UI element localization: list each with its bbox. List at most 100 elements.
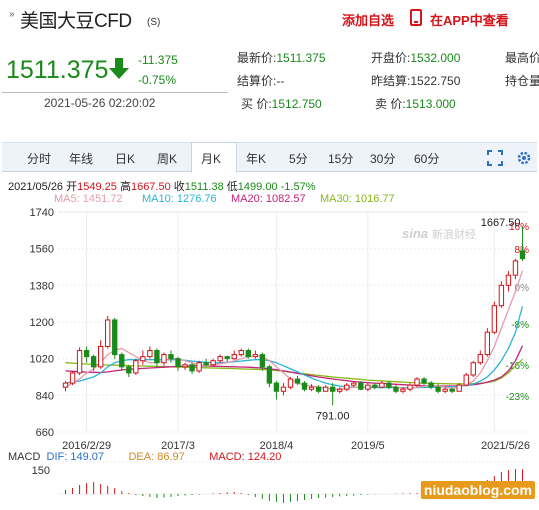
candle: [245, 350, 251, 358]
tab-monthly[interactable]: 月K: [201, 152, 222, 166]
period-tabs: 分时 年线 日K 周K 月K 年K 5分 15分 30分 60分: [2, 142, 537, 173]
candle: [498, 284, 505, 307]
candle: [161, 354, 167, 364]
ma5-line: [65, 270, 524, 390]
candle: [365, 384, 371, 390]
ma10-legend: MA10: 1276.76: [142, 193, 217, 205]
tab-intraday[interactable]: 分时: [27, 152, 52, 166]
page-header: » 美国大豆CFD (S) 添加自选 在APP中查看: [0, 0, 539, 36]
ma30-line: [65, 358, 523, 385]
candle: [90, 356, 97, 368]
candle: [196, 362, 202, 372]
candle: [168, 354, 174, 360]
candle: [505, 274, 512, 286]
candle: [147, 350, 153, 358]
price-change-pct: -0.75%: [138, 73, 177, 87]
candle: [491, 305, 498, 333]
candle: [400, 388, 406, 392]
instrument-suffix: (S): [147, 17, 161, 28]
tab-daily[interactable]: 日K: [115, 152, 136, 166]
candle: [519, 250, 526, 260]
macd-legend: MACD DIF: 149.07 DEA: 86.97 MACD: 124.20: [8, 451, 282, 463]
y-pct-label: -8%: [511, 320, 529, 331]
candle: [97, 345, 104, 368]
tab-60min[interactable]: 60分: [414, 152, 440, 166]
field-ask: 卖 价:1513.000: [375, 97, 456, 111]
candle: [470, 362, 476, 376]
low-annotation: 791.00: [316, 410, 350, 422]
candle: [105, 319, 111, 347]
candle: [119, 354, 125, 368]
candle: [154, 350, 160, 364]
view-in-app-button[interactable]: 在APP中查看: [430, 13, 509, 28]
candle: [435, 386, 441, 392]
ma30-legend: MA30: 1016.77: [320, 193, 395, 205]
candle: [329, 386, 336, 392]
candle: [428, 382, 434, 388]
candle: [83, 350, 90, 358]
candle: [379, 382, 385, 388]
chart-watermark: 新浪财经: [432, 227, 476, 241]
field-settle: 结算价:--: [237, 74, 285, 88]
candle: [238, 350, 244, 356]
y-tick-label: 660: [36, 427, 54, 439]
instrument-title: 美国大豆CFD: [20, 11, 132, 32]
high-annotation: 1667.50: [481, 217, 521, 229]
ma20-legend: MA20: 1082.57: [231, 193, 306, 205]
add-favorite-button[interactable]: 添加自选: [342, 13, 395, 28]
y-tick-label: 1200: [30, 317, 54, 329]
field-open-interest: 持仓量: [505, 74, 539, 88]
y-tick-label: 840: [36, 390, 54, 402]
candle: [280, 386, 287, 392]
field-open: 开盘价:1532.000: [371, 51, 461, 65]
tab-5min[interactable]: 5分: [289, 152, 308, 166]
candle: [210, 360, 216, 366]
ma5-legend: MA5: 1451.72: [54, 193, 123, 205]
candle: [414, 378, 420, 386]
tab-weekly[interactable]: 周K: [157, 152, 178, 166]
nav-arrows-icon[interactable]: »: [9, 9, 15, 20]
candle: [484, 331, 491, 356]
candle: [126, 366, 132, 374]
y-pct-label: -23%: [506, 392, 529, 403]
y-tick-label: 1740: [30, 207, 54, 219]
y-pct-label: 0%: [515, 283, 530, 294]
candle: [252, 354, 259, 358]
candle: [337, 388, 343, 392]
candle: [112, 319, 118, 356]
candle: [421, 378, 427, 384]
candle: [344, 384, 350, 390]
tab-30min[interactable]: 30分: [370, 152, 396, 166]
y-pct-label: 16%: [509, 222, 529, 233]
field-bid: 买 价:1512.750: [241, 97, 322, 111]
candle: [182, 364, 188, 368]
candle: [259, 354, 266, 368]
candle: [273, 382, 280, 392]
fullscreen-icon[interactable]: [487, 150, 503, 166]
y-tick-label: 1020: [30, 354, 54, 366]
candle: [449, 388, 455, 392]
candle: [358, 382, 364, 390]
candle: [322, 386, 329, 392]
y-tick-label: 1560: [30, 244, 54, 256]
down-arrow-icon: [109, 58, 129, 79]
candle: [315, 386, 322, 392]
candle: [442, 388, 448, 392]
site-watermark-bg: [420, 481, 535, 499]
tab-yearly[interactable]: 年K: [246, 152, 267, 166]
y-pct-label: -16%: [506, 361, 529, 372]
candle: [224, 356, 230, 360]
price-change: -11.375: [138, 53, 178, 67]
candle: [266, 366, 273, 384]
candle: [76, 350, 83, 374]
candle: [351, 382, 357, 386]
candle: [294, 378, 301, 384]
tab-15min[interactable]: 15分: [328, 152, 354, 166]
candle: [386, 382, 392, 388]
last-price: 1511.375: [6, 56, 109, 84]
candle: [203, 362, 209, 366]
settings-icon[interactable]: [516, 150, 532, 166]
tab-yearline[interactable]: 年线: [69, 152, 94, 166]
phone-icon: [410, 9, 422, 26]
field-last: 最新价:1511.375: [237, 51, 326, 65]
